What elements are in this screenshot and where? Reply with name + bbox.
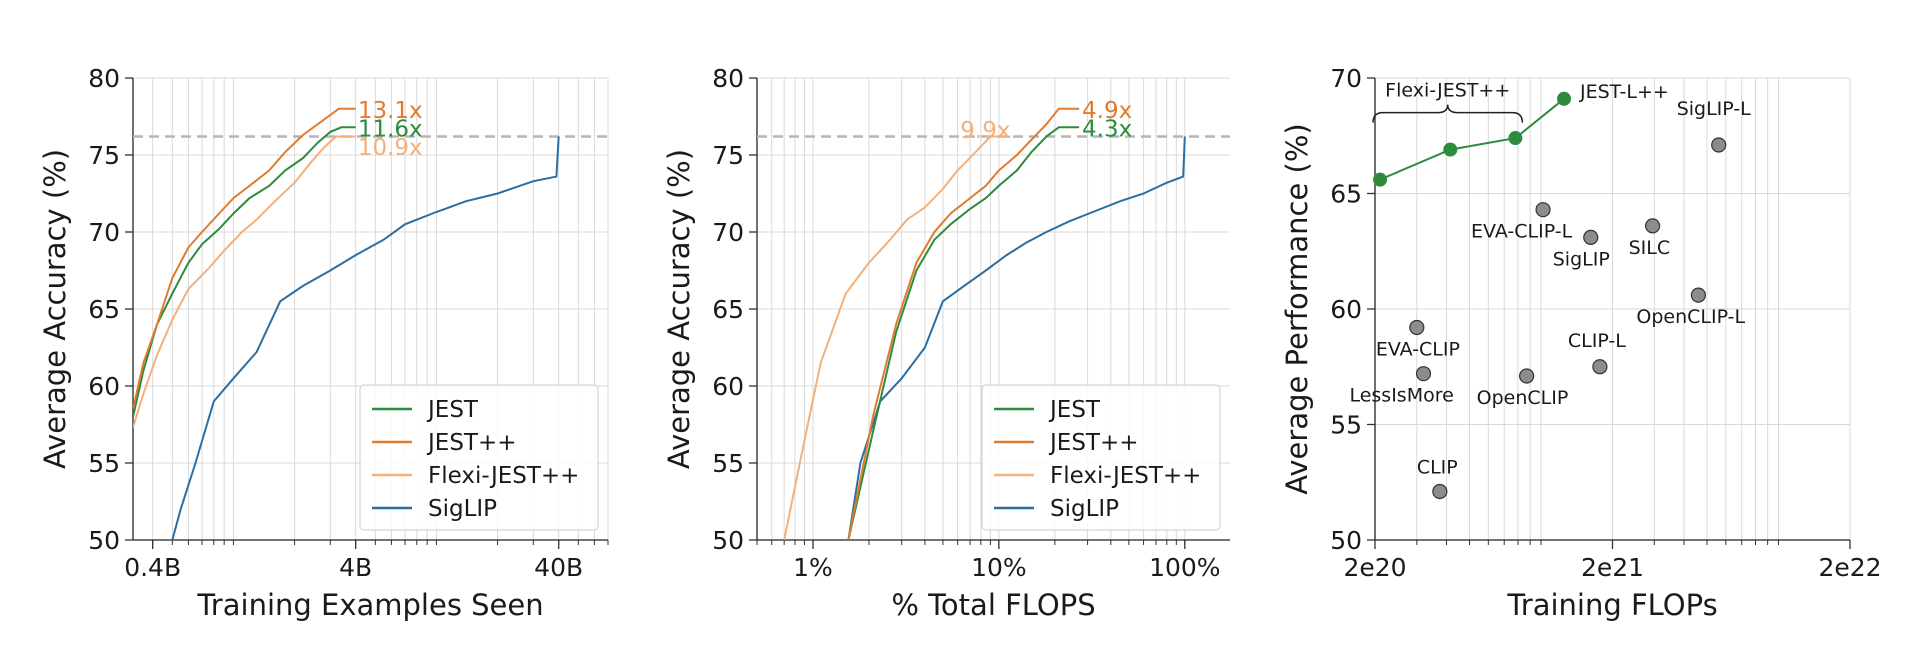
point-label: SILC — [1629, 237, 1671, 259]
y-tick-label: 70 — [88, 218, 120, 247]
legend-label: SigLIP — [428, 496, 497, 522]
scatter-point — [1519, 368, 1535, 384]
point-label: EVA-CLIP-L — [1471, 221, 1573, 243]
y-tick-label: 50 — [712, 526, 744, 555]
scatter-point — [1583, 229, 1599, 245]
y-axis-label: Average Accuracy (%) — [38, 149, 72, 469]
y-tick-label: 50 — [1330, 526, 1362, 555]
y-tick-label: 55 — [712, 449, 744, 478]
y-tick-label: 55 — [1330, 411, 1362, 440]
x-axis-label: % Total FLOPS — [891, 588, 1095, 622]
x-axis-label: Training FLOPs — [1506, 588, 1717, 622]
x-tick-label: 100% — [1149, 553, 1220, 582]
speedup-annotation: 9.9x — [960, 118, 1010, 144]
legend-box — [981, 384, 1221, 531]
series-line-siglip — [171, 136, 560, 540]
jest-point — [1508, 131, 1523, 146]
scatter-point — [1535, 202, 1551, 218]
point-label: OpenCLIP-L — [1636, 306, 1745, 328]
legend-label: JEST++ — [1048, 430, 1139, 456]
chart-panel-1: 50 55 60 65 70 75 80 0.4B 4B 40B Training Examples… — [38, 64, 609, 622]
scatter-point — [1432, 483, 1448, 500]
point-label: LessIsMore — [1349, 385, 1453, 407]
series-line-jest — [847, 126, 1080, 540]
y-axis-label: Average Performance (%) — [1280, 123, 1314, 494]
legend-label: JEST — [426, 397, 479, 423]
y-tick-label: 60 — [88, 372, 120, 401]
scatter-point — [1415, 366, 1432, 382]
bracket-label: Flexi-JEST++ — [1385, 80, 1510, 102]
legend-label: JEST++ — [426, 430, 517, 456]
speedup-annotation: 11.6x — [358, 116, 423, 142]
series-line-jest — [133, 126, 356, 418]
point-label: SigLIP-L — [1677, 98, 1751, 120]
bracket — [1372, 104, 1524, 123]
y-tick-label: 75 — [712, 141, 744, 170]
point-label: SigLIP — [1553, 248, 1610, 270]
y-tick-label: 65 — [712, 295, 744, 324]
y-tick-label: 50 — [88, 526, 120, 555]
jest-point-label: JEST-L++ — [1579, 81, 1669, 103]
y-tick-label: 75 — [88, 141, 120, 170]
point-label: EVA-CLIP — [1376, 338, 1460, 360]
legend: JEST JEST++ Flexi-JEST++ SigLIP — [359, 384, 599, 531]
point-label: CLIP — [1417, 456, 1458, 478]
y-tick-label: 65 — [88, 295, 120, 324]
y-tick-label: 60 — [1330, 295, 1362, 324]
jest-series-line — [1379, 98, 1565, 181]
x-tick-label: 2e20 — [1343, 553, 1406, 582]
scatter-point — [1690, 287, 1707, 303]
legend: JEST JEST++ Flexi-JEST++ SigLIP — [981, 384, 1221, 531]
jest-point — [1557, 91, 1572, 106]
series-line-jest- — [847, 107, 1080, 540]
x-tick-label: 2e22 — [1818, 553, 1881, 582]
scatter-point — [1711, 137, 1727, 153]
y-axis-label: Average Accuracy (%) — [662, 149, 696, 469]
scatter-point — [1592, 359, 1608, 375]
y-tick-label: 70 — [1330, 64, 1362, 93]
series-line-jest- — [133, 107, 356, 410]
jest-point — [1373, 172, 1388, 187]
point-label: OpenCLIP — [1477, 387, 1569, 409]
legend-label: Flexi-JEST++ — [428, 463, 579, 489]
y-tick-label: 80 — [712, 64, 744, 93]
x-axis-label: Training Examples Seen — [196, 588, 543, 622]
x-tick-label: 10% — [971, 553, 1027, 582]
y-tick-label: 65 — [1330, 180, 1362, 209]
series-line-flexi-jest- — [783, 135, 1011, 540]
x-tick-label: 0.4B — [124, 553, 181, 582]
legend-label: SigLIP — [1050, 496, 1119, 522]
x-tick-label: 2e21 — [1581, 553, 1644, 582]
legend-label: Flexi-JEST++ — [1050, 463, 1201, 489]
point-label: CLIP-L — [1568, 330, 1626, 352]
legend-box — [359, 384, 599, 531]
speedup-annotation: 13.1x — [358, 98, 423, 124]
chart-panel-3: 50 55 60 65 70 2e20 2e21 2e22 Training FLOPs Aver… — [1280, 64, 1882, 622]
jest-point — [1443, 142, 1458, 157]
speedup-annotation: 4.9x — [1082, 98, 1132, 124]
speedup-annotation: 4.3x — [1082, 116, 1132, 142]
x-tick-label: 4B — [339, 553, 372, 582]
scatter-point — [1644, 218, 1661, 234]
x-tick-label: 1% — [793, 553, 833, 582]
speedup-annotation: 10.9x — [358, 135, 423, 161]
series-line-flexi-jest- — [133, 135, 356, 428]
series-line-siglip — [847, 136, 1186, 540]
x-tick-label: 40B — [534, 553, 583, 582]
y-tick-label: 80 — [88, 64, 120, 93]
legend-label: JEST — [1048, 397, 1101, 423]
chart-panel-2: 50 55 60 65 70 75 80 1% 10% 100% % Total FLOPS Aver… — [662, 64, 1230, 622]
y-tick-label: 70 — [712, 218, 744, 247]
y-tick-label: 60 — [712, 372, 744, 401]
scatter-point — [1409, 319, 1425, 336]
y-tick-label: 55 — [88, 449, 120, 478]
